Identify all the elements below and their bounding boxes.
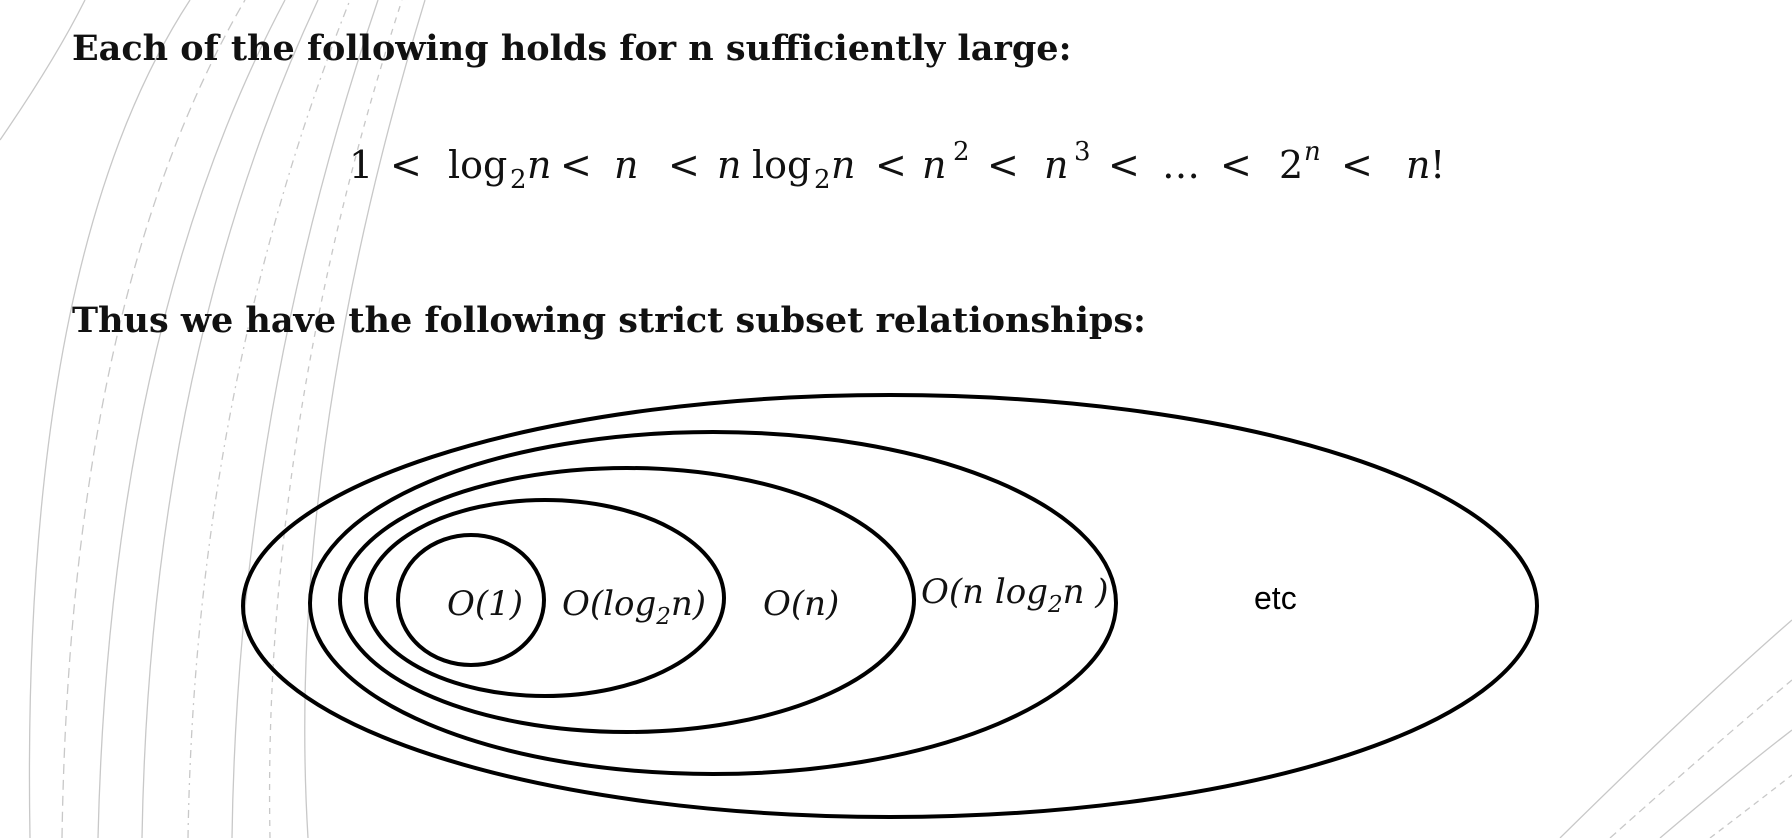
term-factorial-bang: ! [1430,143,1445,187]
term-ellipsis: … [1162,143,1200,187]
set-label-logn: O(log2n) [562,584,706,630]
term-log-subscript: 2 [510,165,527,195]
term-log-text: log [448,143,507,187]
term-n-cubed-exponent: 3 [1074,137,1091,167]
less-than-sign: < [875,143,907,187]
term-log-n: n [527,143,551,187]
bg-arc [304,0,426,838]
less-than-sign: < [1220,143,1252,187]
term-n-cubed-base: n [1044,143,1068,187]
term-nlog-text: log [752,143,811,187]
term-n-squared-exponent: 2 [953,137,970,167]
less-than-sign: < [987,143,1019,187]
bg-arc [141,0,319,838]
set-label-constant: O(1) [447,584,523,624]
less-than-sign: < [390,143,422,187]
set-ellipse-n [338,466,916,734]
less-than-sign: < [1108,143,1140,187]
bg-arc [1659,729,1792,838]
term-nlog-trailing-n: n [831,143,855,187]
term-n: n [614,143,638,187]
term-nlog-n: n [717,143,741,187]
bg-arc [1559,619,1792,838]
heading-growth-order: Each of the following holds for n suffic… [72,28,1072,69]
set-ellipse-constant [396,533,546,667]
bg-arc [97,0,286,838]
set-label-n: O(n) [763,584,839,624]
term-n-squared-base: n [922,143,946,187]
term-one: 1 [349,143,373,187]
term-nlog-subscript: 2 [814,165,831,195]
term-factorial-n: n [1406,143,1430,187]
term-two-power-exponent: n [1304,137,1321,167]
heading-subset-relationships: Thus we have the following strict subset… [72,300,1146,341]
set-label-nlogn: O(n log2n ) [921,572,1109,618]
bg-arc [1609,679,1792,838]
less-than-sign: < [668,143,700,187]
bg-arc [231,0,379,838]
bg-arc [268,0,403,838]
set-ellipse-logn [364,498,726,698]
set-ellipse-nlogn [308,430,1118,776]
bg-arc [28,0,191,838]
less-than-sign: < [1341,143,1373,187]
set-ellipse-etc [241,393,1539,819]
bg-arc [0,0,86,141]
less-than-sign: < [560,143,592,187]
bg-arc [1709,774,1792,838]
bg-arc [61,0,246,838]
set-label-etc: etc [1254,580,1297,616]
term-two-power-base: 2 [1279,143,1303,187]
